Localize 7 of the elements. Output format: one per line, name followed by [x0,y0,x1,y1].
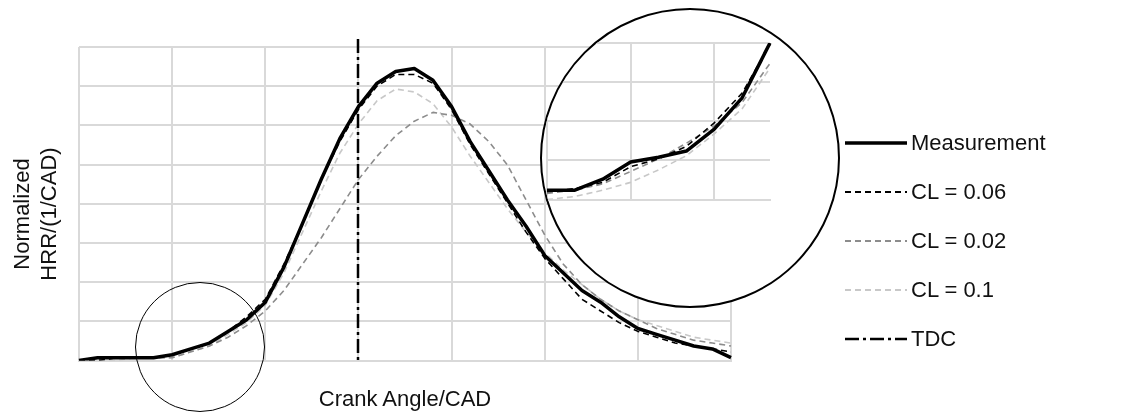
legend-label: CL = 0.02 [911,227,1007,254]
legend-label: CL = 0.1 [911,276,994,303]
legend-label: Measurement [911,129,1046,156]
x-axis-title: Crank Angle/CAD [317,386,493,412]
text: TDC [911,325,957,351]
legend-label: CL = 0.06 [911,178,1007,205]
y-axis-title: Normalized HRR/(1/CAD) [8,146,62,283]
